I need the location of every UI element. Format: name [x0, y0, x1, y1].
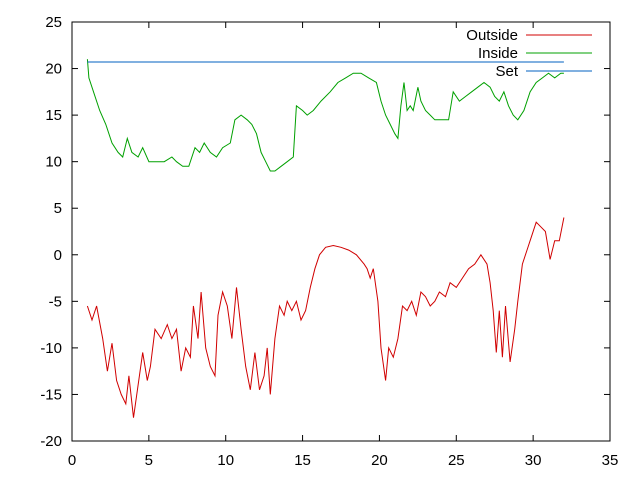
x-tick-label: 35 — [602, 452, 619, 469]
x-tick-label: 15 — [294, 452, 311, 469]
x-tick-label: 0 — [68, 452, 76, 469]
y-tick-label: 5 — [54, 200, 62, 217]
series-outside-line — [86, 217, 565, 418]
series-layer — [86, 59, 565, 418]
y-tick-label: 0 — [54, 247, 62, 264]
series-inside-line — [86, 59, 564, 172]
legend-label-inside: Inside — [478, 45, 518, 62]
y-tick-label: 15 — [45, 107, 62, 124]
y-tick-label: 20 — [45, 61, 62, 78]
y-tick-label: 25 — [45, 14, 62, 31]
y-tick-label: 10 — [45, 154, 62, 171]
y-tick-label: -15 — [40, 386, 62, 403]
x-axis: 0 5 10 15 20 25 30 35 — [68, 22, 619, 469]
plot-frame — [71, 21, 611, 442]
x-tick-label: 25 — [448, 452, 465, 469]
y-tick-label: -10 — [40, 340, 62, 357]
x-tick-label: 10 — [217, 452, 234, 469]
x-tick-label: 20 — [371, 452, 388, 469]
legend-label-outside: Outside — [466, 27, 518, 44]
legend-label-set: Set — [495, 63, 518, 80]
x-tick-label: 30 — [525, 452, 542, 469]
y-axis: -20 -15 -10 -5 0 5 10 15 20 25 — [40, 14, 610, 450]
y-tick-label: -20 — [40, 433, 62, 450]
x-tick-label: 5 — [145, 452, 153, 469]
y-tick-label: -5 — [49, 293, 62, 310]
